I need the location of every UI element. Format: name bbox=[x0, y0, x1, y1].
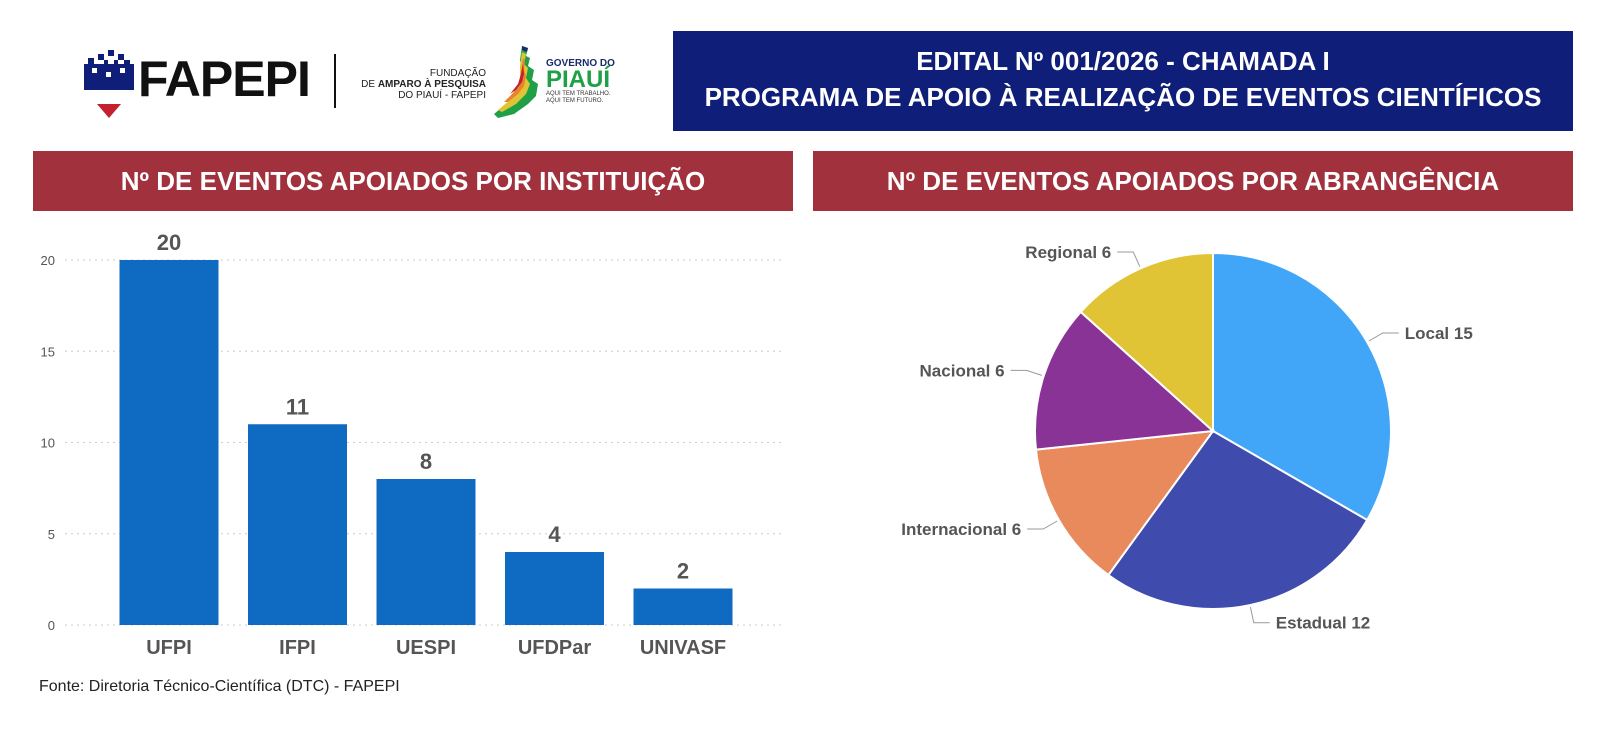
pie-label: Regional 6 bbox=[1025, 243, 1111, 262]
fapepi-logo-icon bbox=[84, 50, 134, 118]
x-tick-label: UFDPar bbox=[518, 637, 592, 659]
bar-value-label: 4 bbox=[548, 522, 561, 547]
source-note: Fonte: Diretoria Técnico-Científica (DTC… bbox=[39, 678, 400, 695]
foundation-line-3: DO PIAUÍ - FAPEPI bbox=[398, 90, 486, 101]
fapepi-logo-text: FAPEPI bbox=[138, 51, 311, 107]
bar-ufpi bbox=[119, 260, 219, 625]
y-tick-label: 20 bbox=[41, 253, 55, 268]
government-line-1: GOVERNO DO bbox=[546, 58, 615, 69]
bar-value-label: 11 bbox=[286, 394, 309, 419]
bar-chart: 0 5 10 15 20 20 UFPI 11 IFPI 8 UESPI 4 UFDPar 2 UNIVAS… bbox=[41, 230, 785, 659]
bar-ifpi bbox=[248, 424, 347, 625]
pie-leader-line bbox=[1249, 606, 1270, 624]
bar-ufdpar bbox=[505, 552, 604, 625]
pie-slice-estadual bbox=[1106, 429, 1369, 610]
x-tick-label: UESPI bbox=[396, 637, 456, 659]
pie-slice-nacional bbox=[1034, 310, 1216, 451]
x-tick-label: UNIVASF bbox=[640, 637, 726, 659]
pie-label: Internacional 6 bbox=[901, 520, 1021, 539]
x-tick-label: IFPI bbox=[279, 637, 316, 659]
government-name: GOVERNO DO PIAUÍ AQUI TEM TRABALHO. AQUI… bbox=[546, 58, 615, 105]
foundation-line-1: FUNDAÇÃO bbox=[429, 68, 486, 79]
pie-chart: Local 15 Estadual 12 Internacional 6 Nacion… bbox=[901, 243, 1473, 633]
government-line-2: PIAUÍ bbox=[546, 66, 611, 93]
pie-label: Nacional 6 bbox=[920, 361, 1005, 380]
pie-label: Local 15 bbox=[1405, 324, 1473, 343]
bar-value-label: 20 bbox=[157, 230, 181, 255]
bar-value-label: 8 bbox=[420, 449, 432, 474]
bar-value-label: 2 bbox=[677, 559, 689, 584]
logo-divider bbox=[334, 54, 336, 108]
x-tick-label: UFPI bbox=[146, 637, 192, 659]
edital-title-banner: EDITAL Nº 001/2026 - CHAMADA I PROGRAMA … bbox=[673, 31, 1573, 131]
pie-leader-line bbox=[1117, 251, 1141, 267]
government-slogan-1: AQUI TEM TRABALHO. bbox=[546, 91, 611, 97]
pie-label: Estadual 12 bbox=[1276, 614, 1371, 633]
edital-title-line-2: PROGRAMA DE APOIO À REALIZAÇÃO DE EVENTO… bbox=[704, 82, 1542, 112]
bar-uespi bbox=[376, 479, 476, 625]
pie-chart-title: Nº DE EVENTOS APOIADOS POR ABRANGÊNCIA bbox=[813, 151, 1573, 211]
y-tick-label: 10 bbox=[41, 436, 55, 451]
bar-univasf bbox=[633, 588, 733, 625]
pie-slice-local bbox=[1212, 251, 1392, 522]
edital-title-line-1: EDITAL Nº 001/2026 - CHAMADA I bbox=[916, 46, 1330, 76]
piaui-state-logo-icon bbox=[494, 46, 538, 118]
foundation-line-2-prefix: DE bbox=[361, 79, 378, 90]
y-tick-label: 0 bbox=[48, 618, 55, 633]
pie-leader-line bbox=[1010, 369, 1042, 376]
y-tick-label: 15 bbox=[41, 344, 55, 359]
foundation-line-2-bold: AMPARO À PESQUISA bbox=[377, 79, 486, 90]
y-tick-label: 5 bbox=[48, 527, 55, 542]
logo-area: FAPEPI FUNDAÇÃO DE AMPARO À PESQUISA DO … bbox=[84, 42, 644, 122]
pie-leader-line bbox=[1368, 332, 1399, 342]
bar-chart-title: Nº DE EVENTOS APOIADOS POR INSTITUIÇÃO bbox=[33, 151, 793, 211]
pie-slice-regional bbox=[1079, 251, 1214, 434]
foundation-name: FUNDAÇÃO DE AMPARO À PESQUISA DO PIAUÍ -… bbox=[346, 68, 486, 101]
foundation-line-2: DE AMPARO À PESQUISA bbox=[346, 79, 486, 90]
pie-leader-line bbox=[1027, 520, 1058, 530]
government-slogan-2: AQUI TEM FUTURO. bbox=[546, 98, 604, 104]
pie-slice-internacional bbox=[1034, 429, 1216, 577]
